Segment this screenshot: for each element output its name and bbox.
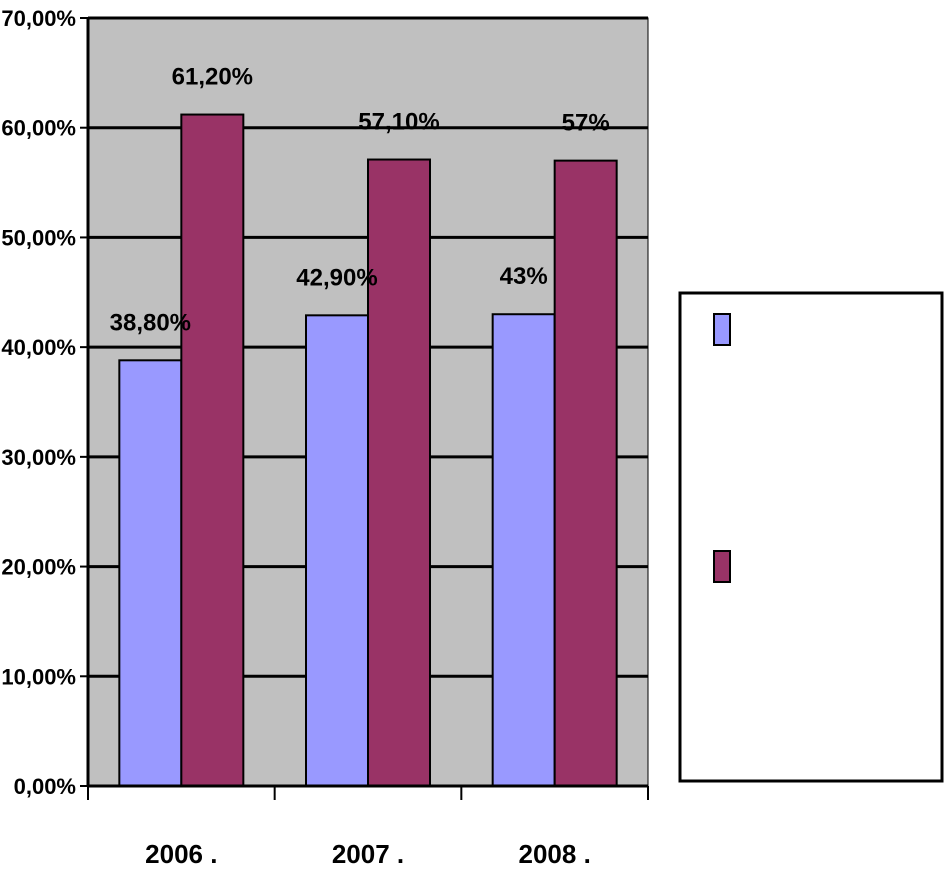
data-label: 42,90% (296, 264, 377, 291)
bars (118, 113, 618, 787)
bar-series-1 (118, 359, 183, 787)
y-tick-label: 50,00% (1, 225, 76, 250)
bar-series-1 (305, 314, 369, 787)
x-tick-labels: 2006 . 2007 . 2008 . (145, 839, 591, 869)
y-tick-label: 60,00% (1, 116, 76, 141)
data-label: 43% (500, 263, 548, 290)
y-tick-label: 70,00% (1, 6, 76, 31)
data-labels: 38,80% 61,20% 42,90% 57,10% 43% 57% (110, 64, 610, 337)
bar-series-1 (491, 313, 556, 787)
y-tick-label: 10,00% (1, 664, 76, 689)
x-tick-label: 2008 . (519, 839, 591, 869)
y-tick-label: 40,00% (1, 335, 76, 360)
axes (80, 17, 649, 800)
y-tick-label: 0,00% (14, 774, 76, 799)
data-label: 61,20% (172, 64, 253, 91)
x-tick-label: 2006 . (145, 839, 217, 869)
data-label: 57,10% (358, 109, 439, 136)
legend-box (678, 291, 944, 783)
legend-swatch-series-2 (713, 550, 731, 583)
bar-series-2 (553, 159, 618, 787)
x-tick-label: 2007 . (332, 839, 404, 869)
data-label: 38,80% (110, 309, 191, 336)
bar-series-2 (367, 158, 431, 787)
y-tick-labels: 0,00% 10,00% 20,00% 30,00% 40,00% 50,00% 60,00… (1, 6, 76, 799)
legend-swatch-series-1 (713, 313, 731, 346)
data-label: 57% (562, 110, 610, 137)
y-tick-label: 30,00% (1, 445, 76, 470)
legend (678, 291, 944, 783)
y-tick-label: 20,00% (1, 555, 76, 580)
bar-series-2 (180, 113, 245, 787)
